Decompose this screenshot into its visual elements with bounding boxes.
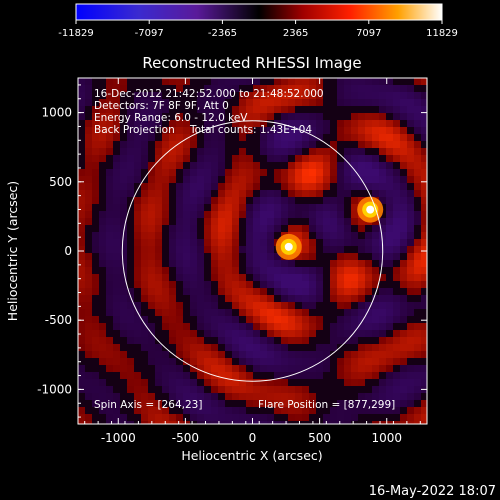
y-axis-label: Heliocentric Y (arcsec) xyxy=(5,181,20,321)
x-axis-label: Heliocentric X (arcsec) xyxy=(181,448,322,463)
x-tick-label: 500 xyxy=(308,431,331,445)
colorbar-tick-label: -7097 xyxy=(135,28,164,39)
colorbar-tick-label: 11829 xyxy=(426,28,458,39)
plot-area: -1000 -500 0 500 1000 1000 500 0 -500 -1000 xyxy=(37,77,428,445)
source-peak xyxy=(284,242,293,251)
x-axis: -1000 -500 0 500 1000 xyxy=(84,78,421,445)
y-tick-label: 500 xyxy=(49,175,72,189)
chart-title: Reconstructed RHESSI Image xyxy=(142,54,361,72)
y-tick-label: -1000 xyxy=(37,382,72,396)
solar-disk-outline xyxy=(121,120,384,382)
info-block: 16-Dec-2012 21:42:52.000 to 21:48:52.000… xyxy=(94,88,324,136)
flare-position-label: Flare Position = [877,299] xyxy=(258,399,395,411)
x-tick-label: -500 xyxy=(172,431,199,445)
colorbar-tick-label: -2365 xyxy=(208,28,237,39)
x-tick-label: 0 xyxy=(249,431,257,445)
footer-date: 16-May-2022 18:07 xyxy=(369,484,496,499)
y-axis: 1000 500 0 -500 -1000 xyxy=(37,84,427,418)
info-line-time: 16-Dec-2012 21:42:52.000 to 21:48:52.000 xyxy=(94,88,324,100)
spin-axis-label: Spin Axis = [264,23] xyxy=(94,399,202,411)
colorbar-tick-label: -11829 xyxy=(58,28,93,39)
info-line-detectors: Detectors: 7F 8F 9F, Att 0 xyxy=(94,100,229,112)
y-tick-label: 0 xyxy=(64,244,72,258)
colorbar: -11829 -7097 -2365 2365 7097 11829 xyxy=(58,3,458,39)
x-tick-label: 1000 xyxy=(371,431,402,445)
source-peak xyxy=(366,205,375,214)
y-tick-label: -500 xyxy=(45,313,72,327)
heatmap-image xyxy=(78,78,427,424)
colorbar-tick-label: 2365 xyxy=(283,28,308,39)
info-line-method: Back Projection xyxy=(94,124,175,136)
x-tick-label: -1000 xyxy=(101,431,136,445)
colorbar-gradient xyxy=(75,3,443,21)
y-tick-label: 1000 xyxy=(41,106,72,120)
info-line-counts: Total counts: 1.43E+04 xyxy=(189,124,312,136)
info-line-energy: Energy Range: 6.0 - 12.0 keV xyxy=(94,112,248,124)
colorbar-tick-label: 7097 xyxy=(356,28,381,39)
